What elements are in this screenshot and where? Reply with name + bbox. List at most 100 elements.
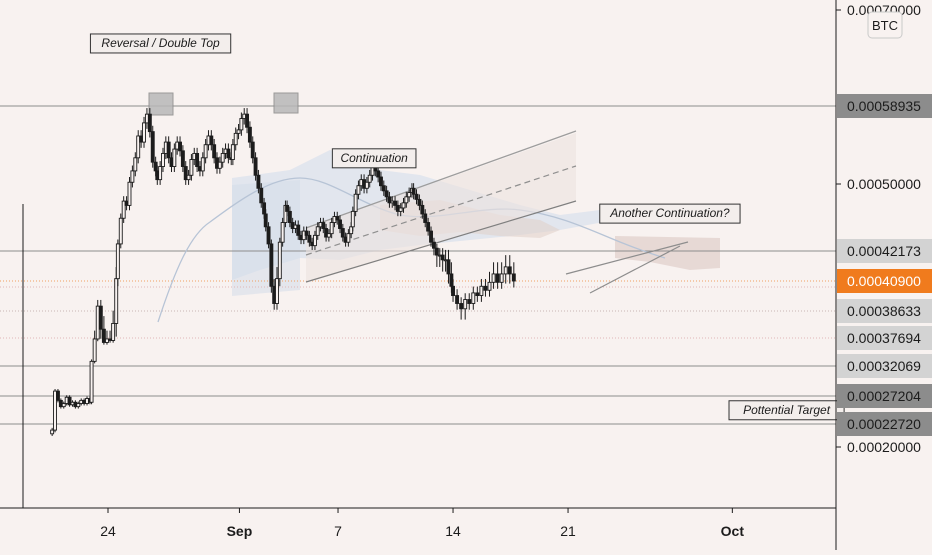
candle [166, 136, 171, 164]
candle [115, 239, 120, 287]
x-tick-label: 24 [100, 523, 116, 539]
candle-body [61, 403, 66, 408]
candle [250, 136, 255, 164]
candle-body [253, 157, 258, 176]
candle-body [98, 305, 103, 330]
wedge-lower-line [589, 245, 681, 294]
candle-body [307, 234, 312, 243]
candle-body [133, 157, 138, 172]
annotation-label: Pottential Target [728, 400, 845, 421]
candle [379, 171, 383, 191]
candle-body [451, 285, 455, 297]
candle [487, 271, 492, 297]
candle-body [364, 181, 369, 189]
candle [376, 165, 381, 183]
price-level-tag: 0.00040900 [837, 269, 932, 293]
candle-body [420, 204, 425, 215]
annotation-label: Reversal / Double Top [89, 33, 232, 54]
candle-body [220, 152, 225, 163]
candle [280, 217, 285, 247]
x-tick-label: 14 [445, 523, 461, 539]
candle [161, 147, 165, 172]
price-tag-background [837, 384, 932, 408]
candle-body [247, 126, 252, 143]
candle-body [401, 202, 406, 209]
candle [350, 206, 355, 232]
x-tick-label: 7 [334, 523, 342, 539]
channel-midline [305, 165, 577, 256]
candle [285, 200, 290, 217]
candle-body [105, 338, 109, 343]
annotation-box [599, 203, 741, 224]
candle-body [136, 135, 141, 159]
candle-body [346, 233, 351, 243]
candle-body [161, 152, 165, 167]
candle-body [376, 170, 381, 178]
candle-body [440, 254, 445, 261]
candle-body [195, 152, 200, 167]
candle [269, 239, 274, 293]
channel-lower-line [305, 200, 577, 283]
price-level-tag: 0.00027204 [837, 384, 932, 408]
candle-body [426, 222, 431, 232]
candle [455, 289, 460, 310]
price-level-tag: 0.00022720 [837, 412, 932, 436]
candle [321, 217, 326, 234]
horizontal-levels-layer [0, 105, 836, 425]
candle-body [463, 299, 468, 310]
price-level-tag: 0.00042173 [837, 239, 932, 263]
candle-body [67, 396, 72, 406]
candle-body [209, 135, 214, 146]
candle [121, 196, 126, 223]
candle [431, 237, 436, 256]
candle [183, 161, 188, 185]
candle-body [178, 141, 182, 152]
candle-body [393, 200, 398, 206]
candle-body [431, 241, 436, 249]
candle [446, 249, 451, 284]
candle-body [387, 196, 392, 204]
candle [364, 176, 369, 194]
candle-body [503, 266, 508, 275]
candle [253, 152, 258, 181]
candle-body [285, 204, 290, 212]
candle [209, 130, 214, 151]
candle [426, 217, 431, 236]
candle [491, 262, 496, 289]
candle [411, 183, 416, 200]
candle [266, 222, 271, 249]
candle-body [217, 161, 222, 169]
candle-body [459, 303, 464, 310]
candle-body [130, 170, 135, 183]
candle-body [233, 132, 238, 146]
candle [499, 262, 504, 289]
candle-body [475, 292, 480, 297]
price-tag-label: 0.00042173 [847, 243, 921, 259]
candle [483, 278, 488, 297]
candle-body [250, 141, 255, 159]
candle [133, 152, 138, 177]
candle [495, 262, 500, 289]
candle [340, 223, 345, 242]
candle-body [350, 210, 355, 228]
candle [158, 161, 163, 185]
candle-body [121, 200, 126, 219]
candle [420, 200, 425, 219]
annotation-label: Another Continuation? [599, 203, 741, 224]
annotation-text: Reversal / Double Top [101, 36, 220, 50]
candle [189, 154, 194, 181]
candle-body [455, 295, 460, 304]
candle [67, 395, 72, 407]
candle [507, 255, 512, 284]
candle [245, 108, 250, 134]
price-tag-background [837, 412, 932, 436]
candle-body [353, 193, 358, 212]
candle [475, 286, 480, 302]
candle [247, 121, 252, 148]
candle [398, 203, 403, 217]
candle-body [89, 360, 94, 403]
candle-body [114, 278, 119, 324]
